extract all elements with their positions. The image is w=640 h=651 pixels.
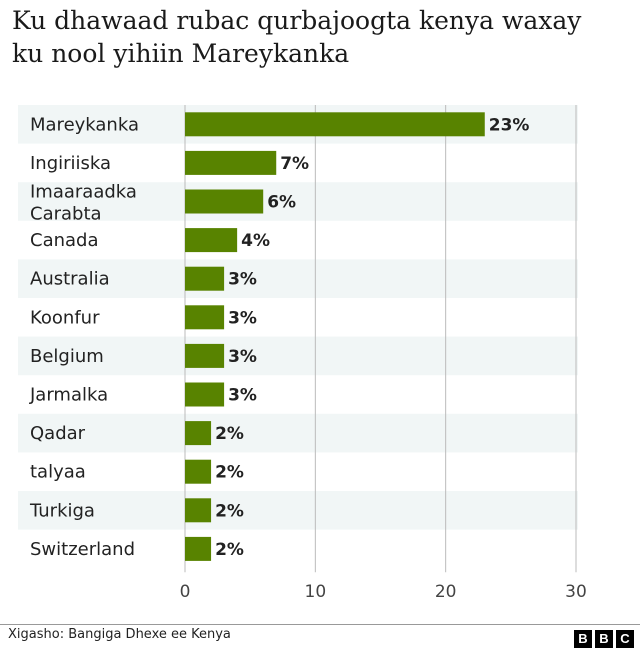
category-label: Qadar xyxy=(30,423,86,444)
row-band xyxy=(18,336,578,376)
x-tick-label: 20 xyxy=(435,582,457,602)
value-label: 3% xyxy=(228,386,257,406)
bar xyxy=(185,112,485,137)
value-label: 4% xyxy=(241,231,270,251)
source-divider xyxy=(0,624,640,625)
category-label: Switzerland xyxy=(30,539,135,560)
x-axis-ticks: 0 10 20 30 xyxy=(180,582,587,602)
value-label: 3% xyxy=(228,270,257,290)
category-label: Australia xyxy=(30,269,110,290)
value-label: 2% xyxy=(215,540,244,560)
bar xyxy=(185,421,212,446)
bars xyxy=(185,112,485,561)
x-tick-label: 0 xyxy=(180,582,191,602)
bar xyxy=(185,189,264,214)
category-label: Imaaraadka Carabta xyxy=(30,182,137,225)
bar xyxy=(185,459,212,484)
gridlines xyxy=(184,105,577,573)
row-band xyxy=(18,491,578,530)
value-label: 7% xyxy=(280,154,309,174)
logo-letter: B xyxy=(595,630,613,648)
bar xyxy=(185,266,225,291)
row-band xyxy=(18,182,578,221)
bar xyxy=(185,536,212,561)
bar xyxy=(185,228,238,253)
source-note: Xigasho: Bangiga Dhexe ee Kenya xyxy=(8,627,231,642)
bar xyxy=(185,382,225,407)
bbc-logo: B B C xyxy=(574,630,634,648)
category-label: Jarmalka xyxy=(29,385,108,406)
value-label: 23% xyxy=(489,115,530,135)
category-label: talyaa xyxy=(30,462,86,483)
row-bands xyxy=(18,105,578,530)
bar xyxy=(185,343,225,368)
category-label: Ingiriiska xyxy=(30,153,111,174)
category-label: Mareykanka xyxy=(30,114,139,135)
value-label: 2% xyxy=(215,424,244,444)
category-label: Koonfur xyxy=(30,307,100,328)
chart-title: Ku dhawaad rubac qurbajoogta kenya waxay… xyxy=(12,6,582,68)
logo-letter: C xyxy=(616,630,634,648)
category-labels: Mareykanka Ingiriiska Imaaraadka Carabta Can… xyxy=(29,114,139,560)
value-label: 3% xyxy=(228,347,257,367)
category-label: Belgium xyxy=(30,346,104,367)
x-tick-label: 30 xyxy=(565,582,587,602)
bar-chart: Mareykanka Ingiriiska Imaaraadka Carabta Can… xyxy=(18,105,587,602)
logo-letter: B xyxy=(574,630,592,648)
value-labels: 23% 7% 6% 4% 3% 3% 3% 3% 2% 2% 2% 2% xyxy=(215,115,529,560)
value-label: 6% xyxy=(267,193,296,213)
value-label: 3% xyxy=(228,308,257,328)
row-band xyxy=(18,259,578,298)
bar xyxy=(185,305,225,330)
bar xyxy=(185,150,277,175)
category-label: Turkiga xyxy=(29,500,95,521)
row-band xyxy=(18,413,578,453)
category-label: Canada xyxy=(30,230,99,251)
value-label: 2% xyxy=(215,501,244,521)
bar xyxy=(185,498,212,523)
value-label: 2% xyxy=(215,463,244,483)
x-tick-label: 10 xyxy=(305,582,327,602)
